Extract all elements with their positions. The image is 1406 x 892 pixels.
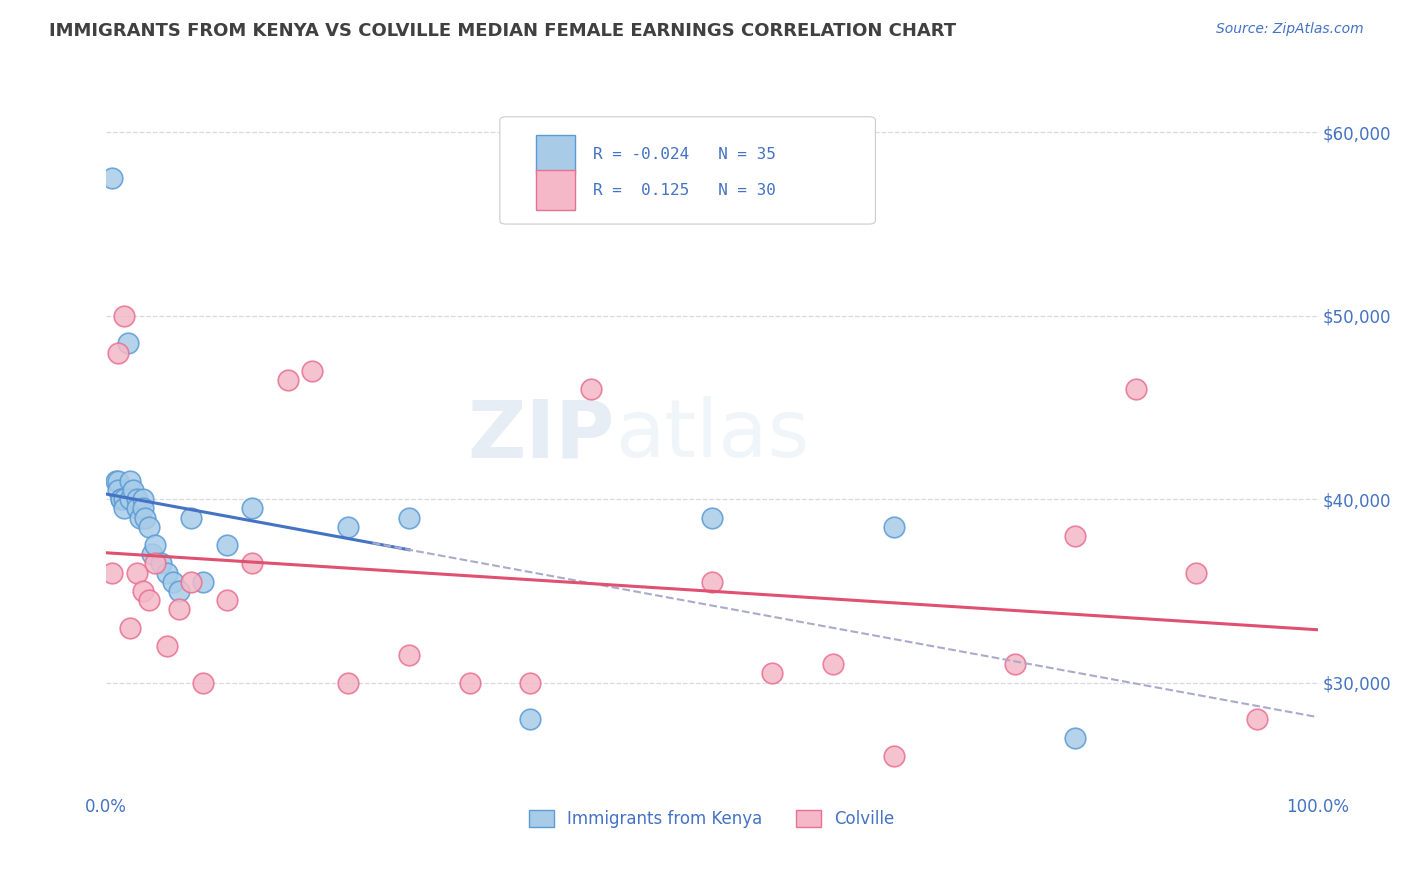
Point — [398, 510, 420, 524]
Point — [101, 566, 124, 580]
Point — [337, 520, 360, 534]
Text: Source: ZipAtlas.com: Source: ZipAtlas.com — [1216, 22, 1364, 37]
Point — [131, 501, 153, 516]
Point — [149, 557, 172, 571]
Point — [1064, 529, 1087, 543]
Point — [162, 574, 184, 589]
Point — [458, 675, 481, 690]
Point — [141, 547, 163, 561]
FancyBboxPatch shape — [501, 117, 876, 224]
Point — [883, 520, 905, 534]
Point — [180, 574, 202, 589]
Point — [138, 593, 160, 607]
Point — [217, 593, 239, 607]
Point — [191, 574, 214, 589]
Point — [398, 648, 420, 662]
Point — [134, 510, 156, 524]
Point — [883, 749, 905, 764]
Point — [138, 520, 160, 534]
Point — [761, 666, 783, 681]
Point — [107, 483, 129, 497]
Point — [180, 510, 202, 524]
Text: atlas: atlas — [614, 396, 810, 474]
Point — [110, 492, 132, 507]
Point — [122, 483, 145, 497]
Text: R =  0.125   N = 30: R = 0.125 N = 30 — [593, 183, 776, 198]
Point — [107, 474, 129, 488]
Point — [112, 492, 135, 507]
Point — [579, 382, 602, 396]
Point — [110, 492, 132, 507]
Point — [821, 657, 844, 672]
Point — [700, 574, 723, 589]
Point — [156, 566, 179, 580]
Text: R = -0.024   N = 35: R = -0.024 N = 35 — [593, 147, 776, 161]
Point — [519, 675, 541, 690]
Point — [125, 492, 148, 507]
Point — [191, 675, 214, 690]
Point — [167, 583, 190, 598]
Point — [129, 510, 152, 524]
Point — [277, 373, 299, 387]
Point — [131, 492, 153, 507]
Legend: Immigrants from Kenya, Colville: Immigrants from Kenya, Colville — [523, 803, 901, 834]
Point — [104, 474, 127, 488]
Point — [143, 557, 166, 571]
Point — [1246, 712, 1268, 726]
Point — [131, 583, 153, 598]
Point — [125, 566, 148, 580]
Point — [1125, 382, 1147, 396]
Point — [120, 474, 142, 488]
Point — [1185, 566, 1208, 580]
Point — [1004, 657, 1026, 672]
Point — [117, 336, 139, 351]
Point — [101, 171, 124, 186]
Point — [120, 621, 142, 635]
Point — [156, 639, 179, 653]
Point — [112, 501, 135, 516]
Point — [167, 602, 190, 616]
Point — [112, 309, 135, 323]
Point — [240, 501, 263, 516]
Point — [217, 538, 239, 552]
Point — [700, 510, 723, 524]
Point — [301, 364, 323, 378]
Point — [1064, 731, 1087, 745]
Point — [240, 557, 263, 571]
FancyBboxPatch shape — [536, 170, 575, 210]
Text: ZIP: ZIP — [468, 396, 614, 474]
Point — [120, 492, 142, 507]
Text: IMMIGRANTS FROM KENYA VS COLVILLE MEDIAN FEMALE EARNINGS CORRELATION CHART: IMMIGRANTS FROM KENYA VS COLVILLE MEDIAN… — [49, 22, 956, 40]
Point — [337, 675, 360, 690]
Point — [107, 345, 129, 359]
Point — [143, 538, 166, 552]
Point — [125, 501, 148, 516]
Point — [519, 712, 541, 726]
FancyBboxPatch shape — [536, 135, 575, 174]
